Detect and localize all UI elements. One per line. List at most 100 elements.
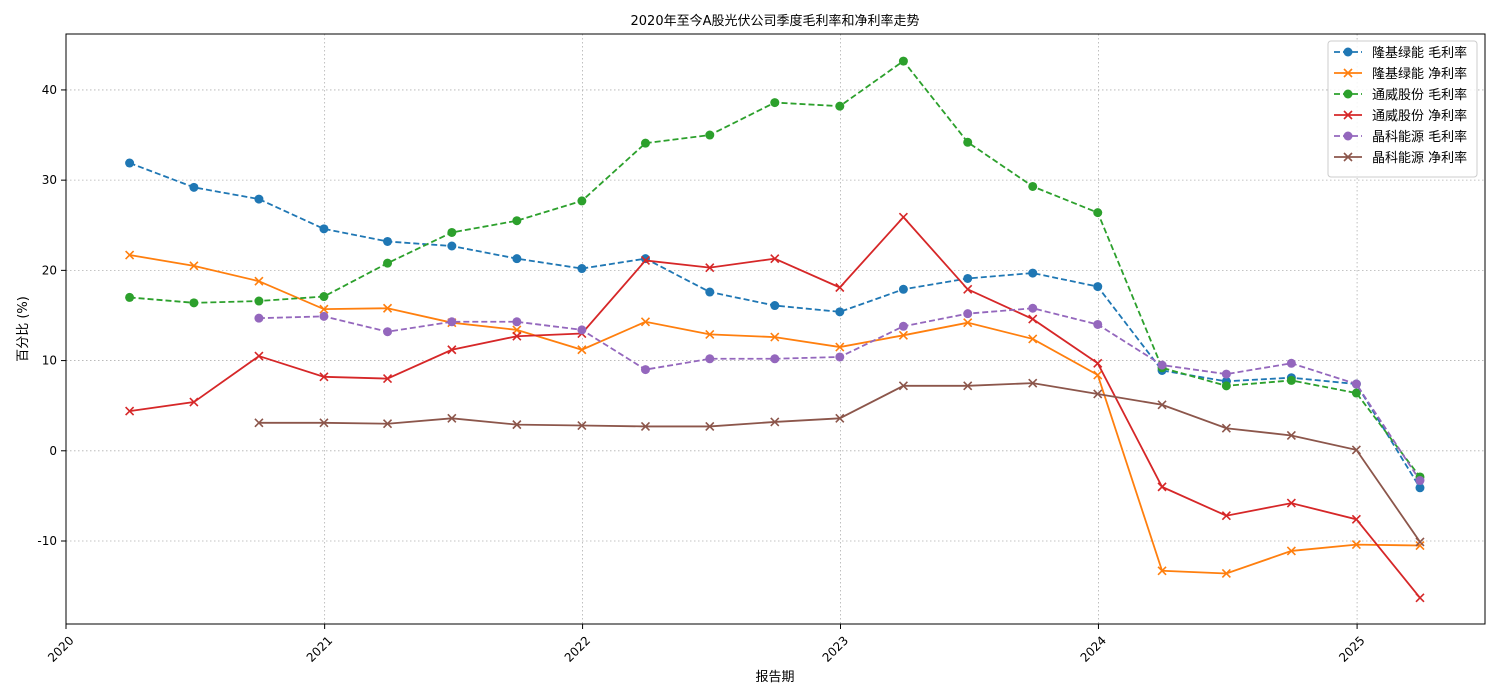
data-point xyxy=(1093,319,1103,329)
data-point xyxy=(1286,358,1296,368)
legend-box xyxy=(1327,40,1478,178)
data-point xyxy=(512,254,522,264)
x-tick-label: 2023 xyxy=(820,633,851,664)
legend-label: 通威股份 净利率 xyxy=(1372,108,1467,124)
data-point xyxy=(512,216,522,226)
y-axis: -10 0 10 20 30 40 xyxy=(37,83,66,548)
data-point xyxy=(1415,537,1425,547)
series-line xyxy=(129,162,1421,489)
data-point xyxy=(898,56,908,66)
x-tick-label: 2025 xyxy=(1336,633,1367,664)
data-point xyxy=(835,101,845,111)
x-tick-label: 2021 xyxy=(304,633,335,664)
y-tick-label: -10 xyxy=(37,534,57,548)
y-tick-label: 30 xyxy=(42,173,57,187)
data-point xyxy=(705,130,715,140)
data-point xyxy=(319,224,329,234)
data-point xyxy=(1415,483,1425,493)
data-point xyxy=(1343,152,1353,162)
data-point xyxy=(319,311,329,321)
series-4 xyxy=(254,303,1425,486)
data-point xyxy=(705,287,715,297)
data-point xyxy=(1028,303,1038,313)
data-point xyxy=(254,276,264,286)
series-2 xyxy=(125,56,1425,482)
data-point xyxy=(512,420,522,430)
data-point xyxy=(254,313,264,323)
data-point xyxy=(963,137,973,147)
data-point xyxy=(770,354,780,364)
data-point xyxy=(382,374,393,384)
plot-frame xyxy=(65,33,1486,625)
series-line xyxy=(258,382,1421,543)
series-5 xyxy=(254,378,1425,547)
legend-label: 隆基绿能 毛利率 xyxy=(1372,45,1467,61)
data-point xyxy=(770,417,780,427)
data-point xyxy=(254,194,264,204)
data-point xyxy=(898,212,908,222)
data-point xyxy=(705,354,715,364)
data-point xyxy=(125,292,135,302)
data-point xyxy=(1286,546,1296,556)
data-point xyxy=(770,98,780,108)
data-point xyxy=(705,421,715,431)
data-point xyxy=(1221,381,1231,391)
data-point xyxy=(1157,360,1167,370)
data-point xyxy=(705,329,715,339)
data-point xyxy=(835,282,845,293)
data-point xyxy=(1028,314,1038,324)
data-point xyxy=(125,158,135,168)
data-point xyxy=(1343,68,1353,78)
y-tick-label: 10 xyxy=(42,354,57,368)
x-axis-label: 报告期 xyxy=(755,670,794,685)
series-line xyxy=(129,59,1421,478)
y-axis-label: 百分比 (%) xyxy=(16,296,31,362)
data-point xyxy=(577,196,587,206)
data-point xyxy=(1351,540,1361,550)
data-point xyxy=(1157,400,1167,410)
data-point xyxy=(835,342,845,352)
data-point xyxy=(640,317,651,327)
series-layer xyxy=(125,56,1425,603)
data-point xyxy=(898,330,908,340)
data-point xyxy=(447,317,457,327)
data-point xyxy=(1351,388,1361,398)
data-point xyxy=(382,303,393,313)
data-point xyxy=(835,413,845,423)
legend-item: 晶科能源 净利率 xyxy=(1334,150,1467,166)
data-point xyxy=(1415,476,1425,486)
data-point xyxy=(770,301,780,311)
x-tick-label: 2022 xyxy=(562,633,593,664)
data-point xyxy=(963,273,973,283)
data-point xyxy=(1351,445,1361,455)
data-point xyxy=(1028,181,1038,191)
data-point xyxy=(254,351,264,361)
data-point xyxy=(1093,370,1103,380)
data-point xyxy=(963,381,973,391)
data-point xyxy=(1343,110,1353,120)
data-point xyxy=(512,317,522,327)
data-point xyxy=(1221,369,1231,379)
x-tick-label: 2020 xyxy=(45,633,76,664)
data-point xyxy=(835,307,845,317)
data-point xyxy=(1093,282,1103,292)
data-point xyxy=(1093,208,1103,218)
data-point xyxy=(1157,566,1167,576)
data-point xyxy=(447,345,457,355)
data-point xyxy=(1286,498,1296,508)
data-point xyxy=(640,365,650,375)
data-point xyxy=(1028,268,1038,278)
data-point xyxy=(125,406,135,416)
data-point xyxy=(577,345,587,355)
data-point xyxy=(640,255,651,266)
data-point xyxy=(382,419,393,429)
data-point xyxy=(383,327,393,337)
series-3 xyxy=(125,212,1425,603)
y-tick-label: 20 xyxy=(42,263,57,277)
data-point xyxy=(1093,389,1103,399)
data-point xyxy=(898,321,908,331)
data-point xyxy=(189,298,199,308)
data-point xyxy=(1093,358,1103,368)
legend-item: 晶科能源 毛利率 xyxy=(1334,129,1467,145)
